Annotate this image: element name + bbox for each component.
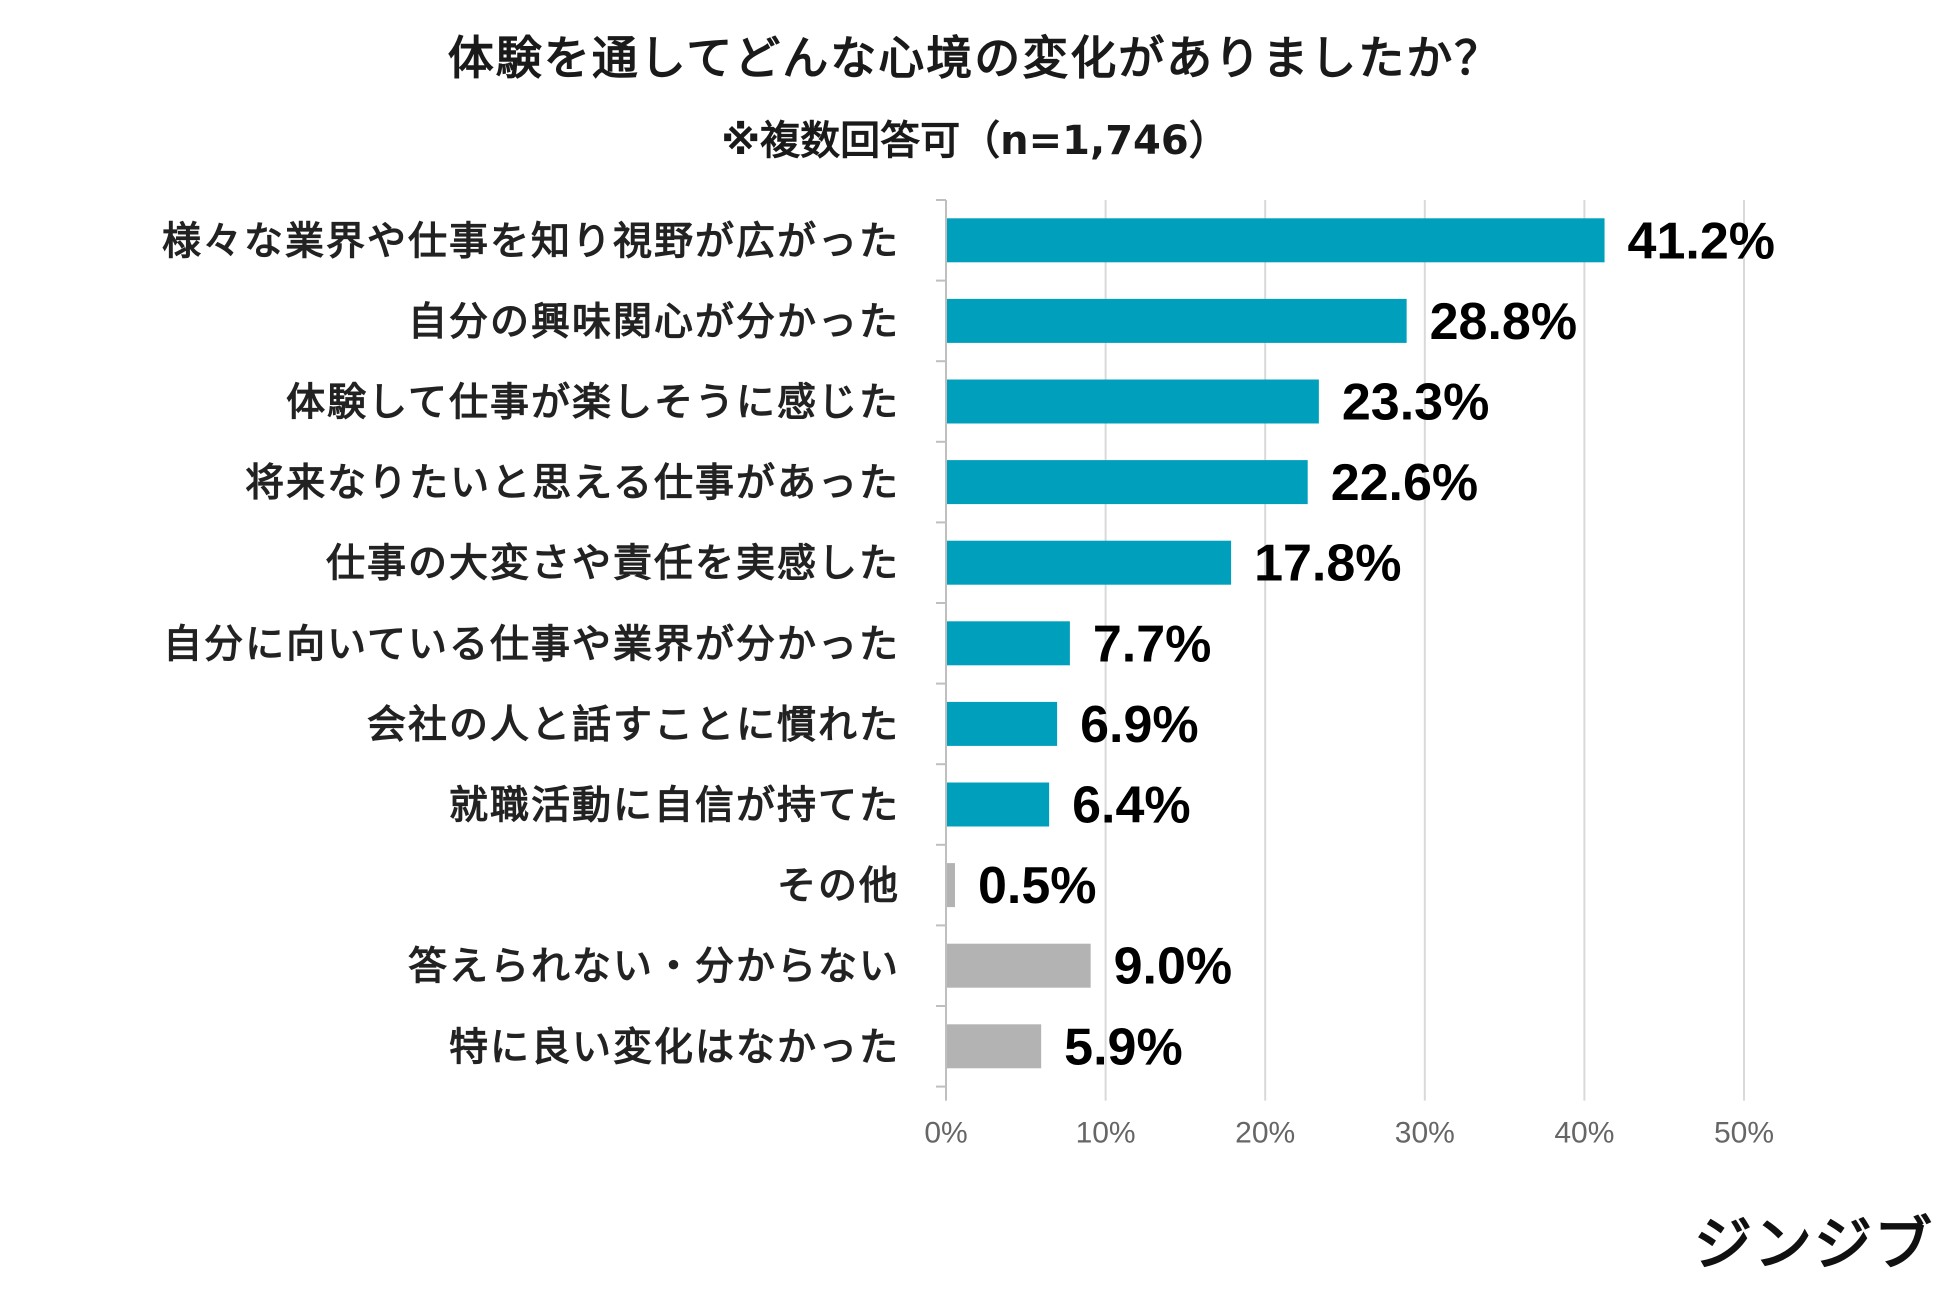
- bar: [947, 218, 1605, 263]
- category-label: 就職活動に自信が持てた: [449, 784, 900, 829]
- data-label: 28.8%: [1430, 293, 1577, 351]
- category-label: 特に良い変化はなかった: [449, 1025, 900, 1070]
- data-label: 17.8%: [1254, 535, 1401, 593]
- data-label: 7.7%: [1093, 615, 1212, 673]
- x-tick-label: 50%: [1714, 1117, 1774, 1150]
- value-labels: 41.2% 28.8% 23.3% 22.6% 17.8% 7.7% 6.9% 6.4% 0.5…: [978, 212, 1775, 1076]
- category-label: 仕事の大変さや責任を実感した: [326, 542, 900, 587]
- x-tick-label: 40%: [1554, 1117, 1614, 1150]
- bar: [947, 621, 1070, 666]
- data-label: 6.9%: [1080, 696, 1199, 754]
- category-label: 会社の人と話すことに慣れた: [367, 703, 900, 748]
- category-axis: [936, 199, 947, 1101]
- data-label: 6.4%: [1072, 777, 1191, 835]
- bars: [947, 218, 1605, 1069]
- bar: [947, 701, 1058, 746]
- data-label: 9.0%: [1114, 938, 1233, 996]
- bar: [947, 460, 1308, 505]
- chart-title: 体験を通してどんな心境の変化がありましたか？: [447, 31, 1503, 85]
- category-label: 将来なりたいと思える仕事があった: [245, 461, 900, 506]
- bar: [947, 863, 955, 908]
- category-label: 答えられない・分からない: [408, 945, 900, 990]
- category-label: 様々な業界や仕事を知り視野が広がった: [162, 219, 900, 264]
- category-labels: 様々な業界や仕事を知り視野が広がった自分の興味関心が分かった体験して仕事が楽しそ…: [162, 219, 900, 1070]
- x-tick-label: 30%: [1395, 1117, 1455, 1150]
- category-label: その他: [777, 864, 900, 909]
- data-label: 41.2%: [1628, 212, 1775, 270]
- data-label: 22.6%: [1331, 454, 1478, 512]
- x-axis-ticks: 0% 10% 20% 30% 40% 50%: [924, 1117, 1774, 1150]
- gridlines: [1104, 200, 1745, 1101]
- data-label: 5.9%: [1064, 1018, 1183, 1076]
- x-tick-label: 0%: [924, 1117, 967, 1150]
- bar: [947, 379, 1319, 424]
- category-label: 自分に向いている仕事や業界が分かった: [163, 622, 900, 667]
- x-tick-label: 20%: [1235, 1117, 1295, 1150]
- category-label: 体験して仕事が楽しそうに感じた: [286, 381, 900, 426]
- bar: [947, 1024, 1042, 1069]
- chart-subtitle: ※複数回答可（n=1,746）: [721, 118, 1229, 164]
- bar: [947, 943, 1091, 988]
- bar: [947, 782, 1050, 827]
- bar: [947, 540, 1232, 585]
- bar-chart: 様々な業界や仕事を知り視野が広がった自分の興味関心が分かった体験して仕事が楽しそ…: [162, 199, 1775, 1150]
- category-label: 自分の興味関心が分かった: [408, 300, 900, 345]
- brand-logo: ジンジブ: [1693, 1210, 1934, 1278]
- x-tick-label: 10%: [1076, 1117, 1136, 1150]
- data-label: 23.3%: [1342, 374, 1489, 432]
- bar: [947, 298, 1407, 343]
- data-label: 0.5%: [978, 857, 1097, 915]
